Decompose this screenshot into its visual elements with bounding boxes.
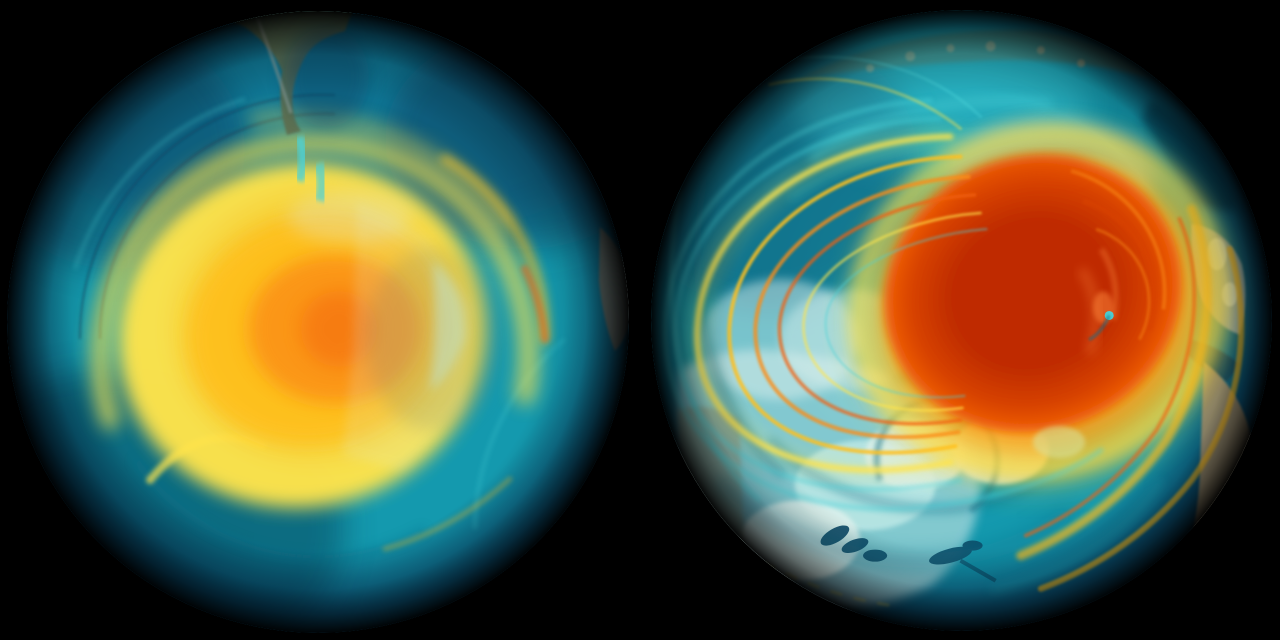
globe-southern-hemisphere-render <box>7 11 629 633</box>
limb-vignette <box>651 10 1272 631</box>
limb-vignette <box>7 11 629 633</box>
northern-globe-layers <box>651 10 1272 631</box>
globe-northern-hemisphere <box>649 8 1274 633</box>
globe-southern-hemisphere <box>5 9 631 635</box>
southern-globe-layers <box>7 11 629 633</box>
globe-northern-hemisphere-render <box>651 10 1272 631</box>
